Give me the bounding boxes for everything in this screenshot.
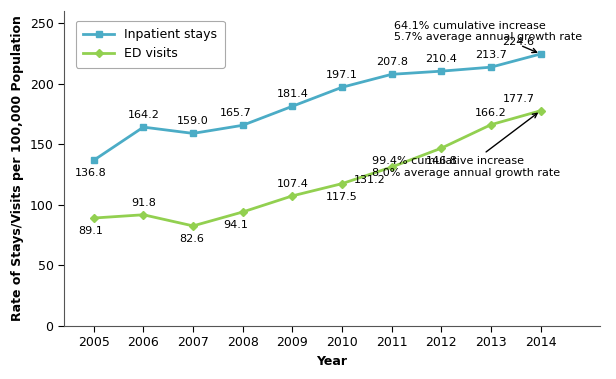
ED visits: [487, 122, 495, 127]
Text: 210.4: 210.4: [426, 54, 457, 64]
Text: 99.4% cumulative increase
8.0% average annual growth rate: 99.4% cumulative increase 8.0% average a…: [372, 113, 560, 178]
Inpatient stays: [537, 52, 545, 56]
Y-axis label: Rate of Stays/Visits per 100,000 Population: Rate of Stays/Visits per 100,000 Populat…: [11, 16, 24, 321]
Inpatient stays: [189, 131, 197, 136]
ED visits: [537, 108, 545, 113]
Line: ED visits: ED visits: [91, 108, 543, 229]
X-axis label: Year: Year: [317, 355, 347, 368]
Inpatient stays: [90, 158, 97, 163]
Line: Inpatient stays: Inpatient stays: [91, 50, 544, 164]
ED visits: [388, 165, 395, 169]
ED visits: [338, 182, 346, 186]
Text: 159.0: 159.0: [177, 116, 209, 127]
Inpatient stays: [437, 69, 445, 74]
Text: 94.1: 94.1: [224, 220, 248, 230]
ED visits: [289, 194, 296, 198]
Text: 207.8: 207.8: [376, 57, 408, 67]
Text: 181.4: 181.4: [277, 89, 308, 99]
Inpatient stays: [338, 85, 346, 89]
Inpatient stays: [239, 123, 246, 128]
Inpatient stays: [388, 72, 395, 77]
Text: 136.8: 136.8: [75, 168, 107, 179]
ED visits: [90, 216, 97, 220]
Text: 164.2: 164.2: [128, 110, 160, 120]
Text: 91.8: 91.8: [131, 198, 156, 208]
Text: 64.1% cumulative increase
5.7% average annual growth rate: 64.1% cumulative increase 5.7% average a…: [394, 21, 582, 53]
Legend: Inpatient stays, ED visits: Inpatient stays, ED visits: [76, 20, 225, 68]
Text: 117.5: 117.5: [326, 192, 358, 202]
Text: 131.2: 131.2: [354, 175, 386, 185]
Inpatient stays: [140, 125, 147, 129]
ED visits: [239, 210, 246, 214]
ED visits: [140, 213, 147, 217]
ED visits: [437, 146, 445, 150]
Inpatient stays: [487, 65, 495, 69]
Text: 213.7: 213.7: [475, 50, 507, 60]
Text: 89.1: 89.1: [78, 226, 103, 236]
Text: 197.1: 197.1: [326, 70, 358, 80]
Text: 107.4: 107.4: [277, 179, 308, 189]
ED visits: [189, 224, 197, 228]
Text: 177.7: 177.7: [503, 94, 535, 104]
Text: 224.6: 224.6: [503, 37, 535, 47]
Text: 82.6: 82.6: [179, 234, 204, 244]
Text: 166.2: 166.2: [475, 108, 507, 118]
Text: 146.8: 146.8: [426, 156, 457, 166]
Text: 165.7: 165.7: [220, 108, 252, 118]
Inpatient stays: [289, 104, 296, 108]
